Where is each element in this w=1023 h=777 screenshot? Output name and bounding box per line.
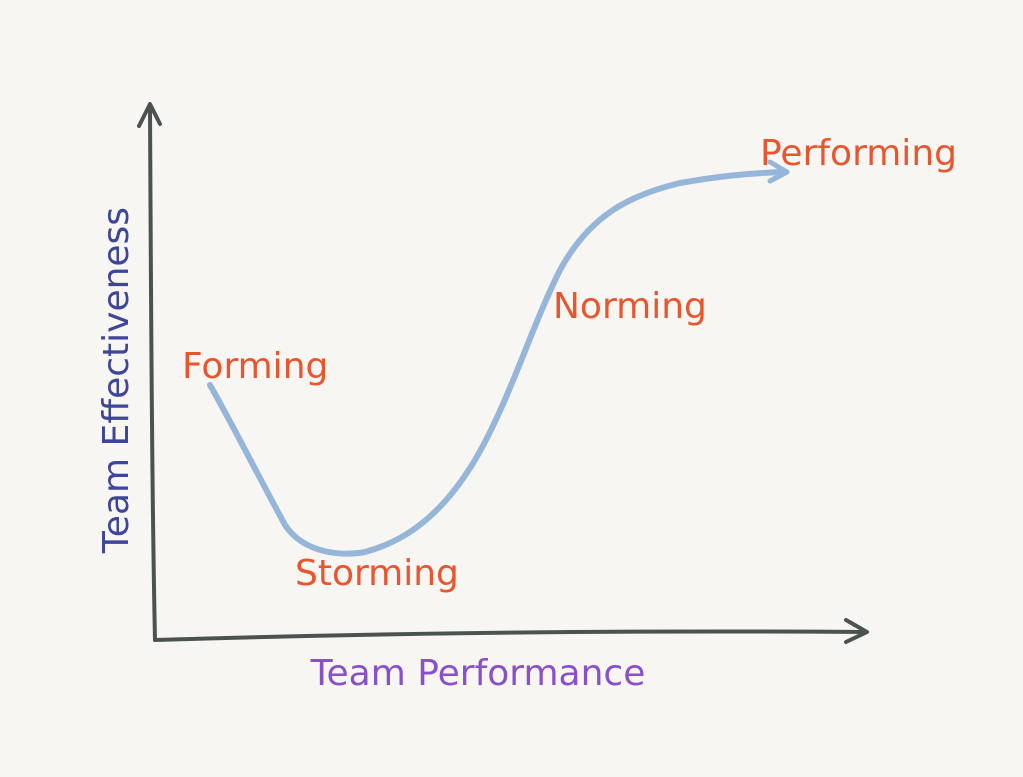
- x-axis-arrowhead-icon: [844, 618, 869, 644]
- development-curve: [207, 159, 790, 557]
- y-axis-label: Team Effectiveness: [96, 207, 137, 554]
- stage-label-norming: Norming: [553, 286, 707, 327]
- stage-label-storming: Storming: [295, 553, 459, 594]
- stage-label-forming: Forming: [182, 346, 328, 387]
- y-axis-arrowhead-icon: [137, 102, 162, 128]
- x-axis: [153, 618, 869, 644]
- y-axis: [137, 102, 162, 642]
- curve-arrowhead-icon: [767, 159, 790, 184]
- x-axis-label: Team Performance: [310, 653, 646, 694]
- stage-label-performing: Performing: [760, 133, 957, 174]
